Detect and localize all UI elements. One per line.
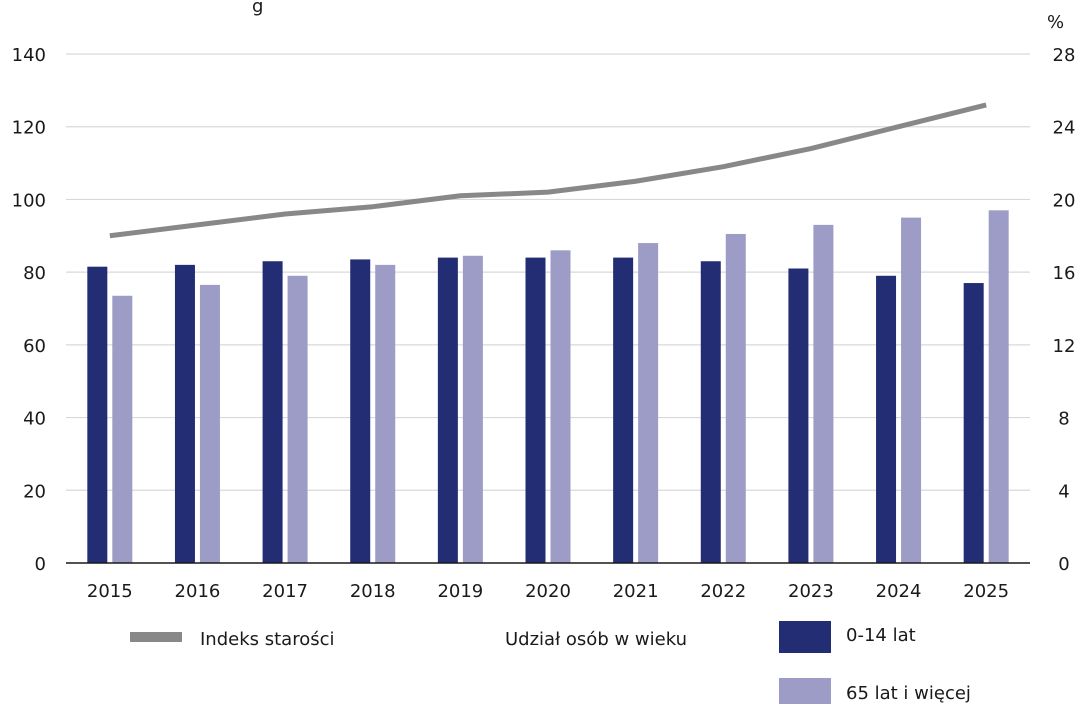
y-right-tick-label: 4 [1058, 481, 1069, 502]
y-right-tick-label: 8 [1058, 409, 1069, 430]
bar-0-14 [963, 283, 984, 563]
gridlines [66, 53, 1030, 491]
legend-label-indeks: Indeks starości [200, 629, 335, 650]
x-tick-label: 2022 [700, 581, 746, 602]
bar-65plus [199, 284, 220, 563]
y-left-tick-label: 80 [23, 263, 46, 284]
bar-0-14 [788, 268, 809, 563]
y-right-tick-label: 16 [1053, 263, 1075, 284]
y-left-tick-label: 140 [12, 45, 46, 66]
bar-65plus [375, 264, 396, 563]
bar-65plus [550, 250, 571, 564]
y-left-tick-label: 0 [35, 554, 46, 575]
bar-65plus [112, 295, 133, 563]
y-left-tick-label: 40 [23, 409, 46, 430]
legend-label-65plus: 65 lat i więcej [846, 683, 971, 704]
legend-swatch-indeks [130, 632, 182, 642]
bar-65plus [287, 275, 308, 563]
y-right-tick-labels: 0 4 8 12 16 20 24 28 [1053, 45, 1075, 575]
bar-65plus [988, 210, 1009, 564]
bar-0-14 [262, 261, 283, 563]
bar-0-14 [876, 275, 897, 563]
bar-0-14 [350, 259, 371, 563]
x-tick-label: 2021 [613, 581, 659, 602]
x-tick-label: 2025 [963, 581, 1009, 602]
y-right-tick-label: 0 [1058, 554, 1069, 575]
y-left-tick-label: 120 [12, 118, 46, 139]
bar-65plus [813, 224, 834, 563]
y-left-tick-label: 20 [23, 481, 46, 502]
bar-0-14 [87, 266, 108, 563]
y-right-tick-label: 28 [1053, 45, 1075, 66]
bar-0-14 [174, 264, 195, 563]
x-tick-label: 2017 [262, 581, 308, 602]
bar-65plus [638, 243, 659, 564]
line-series [109, 102, 987, 239]
y-left-tick-labels: 0 20 40 60 80 100 120 140 [12, 45, 46, 575]
bar-series [87, 210, 1009, 564]
x-tick-label: 2016 [175, 581, 221, 602]
bar-65plus [901, 217, 922, 563]
x-tick-label: 2020 [525, 581, 571, 602]
bar-65plus [462, 255, 483, 563]
y-left-tick-label: 60 [23, 336, 46, 357]
x-tick-label: 2019 [437, 581, 483, 602]
y-left-tick-label: 100 [12, 190, 46, 211]
y-right-tick-label: 24 [1053, 118, 1075, 139]
indeks-starosci-line [109, 102, 987, 239]
legend-group-label: Udział osób w wieku [505, 629, 687, 650]
bar-0-14 [437, 257, 458, 563]
bar-0-14 [700, 261, 721, 563]
x-tick-label: 2024 [876, 581, 922, 602]
x-tick-label: 2015 [87, 581, 133, 602]
x-tick-labels: 2015 2016 2017 2018 2019 2020 2021 2022 2023 2024… [87, 581, 1009, 602]
y-right-tick-label: 12 [1053, 336, 1075, 357]
legend-label-0-14: 0-14 lat [846, 625, 916, 646]
x-tick-label: 2023 [788, 581, 834, 602]
legend-swatch-0-14 [779, 621, 831, 653]
legend-swatch-65plus [779, 678, 831, 704]
bar-0-14 [613, 257, 634, 563]
legend: Indeks starości Udział osób w wieku 0-14… [130, 621, 971, 704]
y-right-tick-label: 20 [1053, 190, 1075, 211]
y-right-unit-label: % [1047, 12, 1064, 33]
bar-0-14 [525, 257, 546, 563]
bar-65plus [725, 233, 746, 564]
x-tick-label: 2018 [350, 581, 396, 602]
title-fragment: g [252, 0, 263, 17]
